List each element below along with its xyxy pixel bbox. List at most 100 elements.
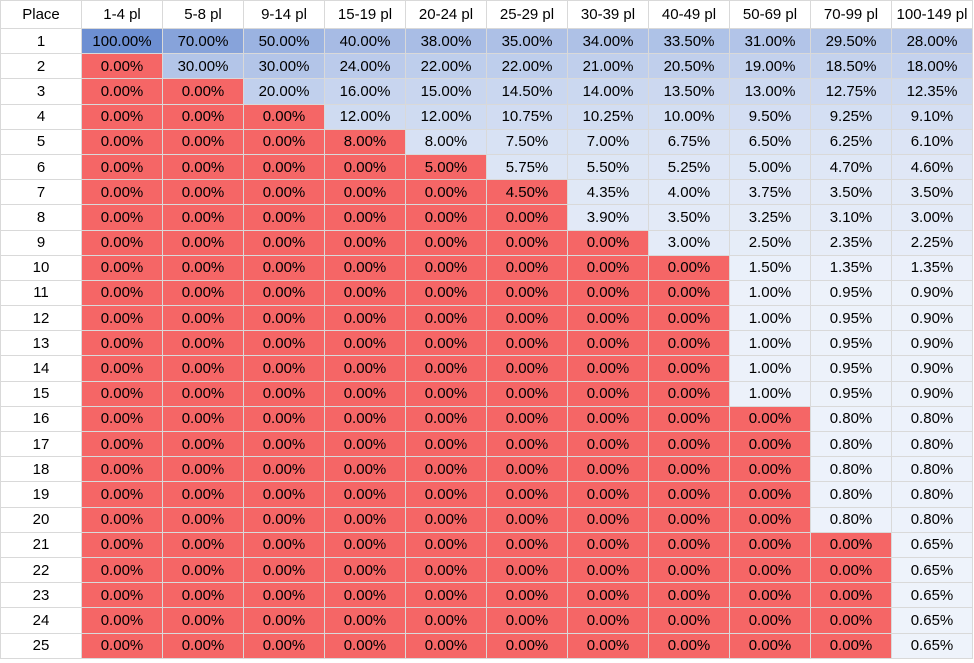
payout-cell[interactable]: 0.00% [486, 380, 568, 407]
payout-cell[interactable]: 0.00% [81, 103, 163, 130]
payout-cell[interactable]: 0.00% [810, 582, 892, 609]
column-header-cell[interactable]: 9-14 pl [243, 0, 325, 29]
payout-cell[interactable]: 10.00% [648, 103, 730, 130]
payout-cell[interactable]: 0.00% [324, 279, 406, 307]
payout-cell[interactable]: 21.00% [567, 53, 649, 80]
place-label-cell[interactable]: 3 [0, 78, 82, 105]
payout-cell[interactable]: 4.70% [810, 153, 892, 181]
payout-cell[interactable]: 0.00% [567, 405, 649, 433]
payout-cell[interactable]: 0.00% [162, 305, 244, 332]
payout-cell[interactable]: 0.00% [243, 405, 325, 433]
payout-cell[interactable]: 0.00% [243, 506, 325, 533]
payout-cell[interactable]: 0.00% [486, 456, 568, 483]
payout-cell[interactable]: 0.00% [648, 305, 730, 332]
payout-cell[interactable]: 0.00% [162, 355, 244, 382]
payout-cell[interactable]: 0.00% [243, 330, 325, 357]
payout-cell[interactable]: 0.00% [567, 254, 649, 281]
payout-cell[interactable]: 0.00% [243, 556, 325, 584]
payout-cell[interactable]: 0.00% [405, 556, 487, 584]
payout-cell[interactable]: 0.00% [486, 405, 568, 433]
payout-cell[interactable]: 24.00% [324, 53, 406, 80]
payout-cell[interactable]: 0.90% [891, 279, 973, 307]
payout-cell[interactable]: 0.00% [81, 632, 163, 659]
payout-cell[interactable]: 0.00% [324, 179, 406, 206]
payout-cell[interactable]: 0.00% [162, 279, 244, 307]
payout-cell[interactable]: 30.00% [162, 53, 244, 80]
payout-cell[interactable]: 0.00% [81, 481, 163, 508]
place-label-cell[interactable]: 5 [0, 128, 82, 155]
payout-cell[interactable]: 4.50% [486, 179, 568, 206]
payout-cell[interactable]: 0.90% [891, 355, 973, 382]
payout-cell[interactable]: 1.35% [810, 254, 892, 281]
payout-cell[interactable]: 7.00% [567, 128, 649, 155]
payout-cell[interactable]: 0.00% [162, 229, 244, 256]
payout-cell[interactable]: 0.80% [891, 405, 973, 433]
payout-cell[interactable]: 19.00% [729, 53, 811, 80]
payout-cell[interactable]: 0.00% [243, 204, 325, 231]
payout-cell[interactable]: 0.00% [324, 582, 406, 609]
payout-cell[interactable]: 0.80% [891, 506, 973, 533]
payout-cell[interactable]: 0.00% [81, 582, 163, 609]
payout-cell[interactable]: 0.00% [243, 430, 325, 458]
payout-cell[interactable]: 0.00% [243, 355, 325, 382]
payout-cell[interactable]: 0.00% [81, 556, 163, 584]
payout-cell[interactable]: 34.00% [567, 27, 649, 55]
payout-cell[interactable]: 0.00% [162, 481, 244, 508]
payout-cell[interactable]: 5.00% [405, 153, 487, 181]
payout-cell[interactable]: 0.00% [729, 430, 811, 458]
column-header-cell[interactable]: 25-29 pl [486, 0, 568, 29]
payout-cell[interactable]: 0.00% [324, 456, 406, 483]
payout-cell[interactable]: 0.00% [648, 380, 730, 407]
payout-cell[interactable]: 0.00% [567, 481, 649, 508]
payout-cell[interactable]: 50.00% [243, 27, 325, 55]
payout-cell[interactable]: 0.00% [567, 456, 649, 483]
payout-cell[interactable]: 3.90% [567, 204, 649, 231]
payout-cell[interactable]: 15.00% [405, 78, 487, 105]
payout-cell[interactable]: 0.00% [405, 330, 487, 357]
payout-cell[interactable]: 0.00% [648, 405, 730, 433]
place-label-cell[interactable]: 12 [0, 305, 82, 332]
place-label-cell[interactable]: 16 [0, 405, 82, 433]
payout-cell[interactable]: 0.00% [567, 355, 649, 382]
payout-cell[interactable]: 3.75% [729, 179, 811, 206]
payout-cell[interactable]: 3.00% [648, 229, 730, 256]
payout-cell[interactable]: 0.00% [405, 355, 487, 382]
payout-cell[interactable]: 0.90% [891, 330, 973, 357]
payout-cell[interactable]: 0.65% [891, 632, 973, 659]
payout-cell[interactable]: 12.00% [324, 103, 406, 130]
payout-cell[interactable]: 0.00% [648, 531, 730, 558]
payout-cell[interactable]: 0.00% [567, 506, 649, 533]
payout-cell[interactable]: 0.00% [162, 204, 244, 231]
payout-cell[interactable]: 0.65% [891, 531, 973, 558]
payout-cell[interactable]: 0.95% [810, 380, 892, 407]
payout-cell[interactable]: 0.00% [486, 254, 568, 281]
payout-cell[interactable]: 3.25% [729, 204, 811, 231]
payout-cell[interactable]: 0.00% [324, 330, 406, 357]
payout-cell[interactable]: 14.50% [486, 78, 568, 105]
payout-cell[interactable]: 0.00% [162, 607, 244, 634]
place-label-cell[interactable]: 17 [0, 430, 82, 458]
payout-cell[interactable]: 5.50% [567, 153, 649, 181]
payout-cell[interactable]: 0.00% [486, 607, 568, 634]
place-label-cell[interactable]: 19 [0, 481, 82, 508]
payout-cell[interactable]: 0.80% [891, 456, 973, 483]
payout-cell[interactable]: 0.00% [567, 305, 649, 332]
payout-cell[interactable]: 0.00% [405, 254, 487, 281]
payout-cell[interactable]: 0.80% [891, 481, 973, 508]
payout-cell[interactable]: 0.90% [891, 305, 973, 332]
payout-cell[interactable]: 2.50% [729, 229, 811, 256]
payout-cell[interactable]: 0.00% [486, 330, 568, 357]
payout-cell[interactable]: 0.00% [81, 305, 163, 332]
payout-cell[interactable]: 0.00% [729, 607, 811, 634]
payout-cell[interactable]: 1.35% [891, 254, 973, 281]
payout-cell[interactable]: 3.10% [810, 204, 892, 231]
payout-cell[interactable]: 30.00% [243, 53, 325, 80]
payout-cell[interactable]: 0.00% [648, 254, 730, 281]
place-label-cell[interactable]: 13 [0, 330, 82, 357]
payout-cell[interactable]: 0.00% [243, 305, 325, 332]
payout-cell[interactable]: 20.50% [648, 53, 730, 80]
payout-cell[interactable]: 0.00% [567, 632, 649, 659]
payout-cell[interactable]: 1.00% [729, 330, 811, 357]
payout-cell[interactable]: 12.00% [405, 103, 487, 130]
payout-cell[interactable]: 0.00% [648, 481, 730, 508]
